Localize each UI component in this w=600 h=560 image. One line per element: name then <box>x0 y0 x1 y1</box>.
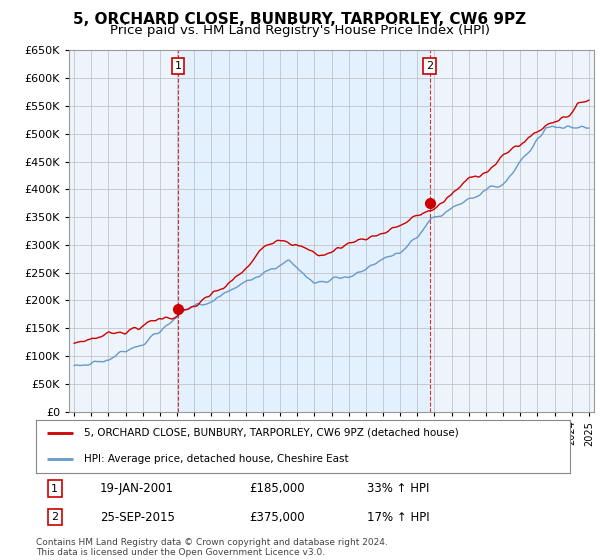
Text: 2: 2 <box>426 61 433 71</box>
Text: HPI: Average price, detached house, Cheshire East: HPI: Average price, detached house, Ches… <box>84 454 349 464</box>
Text: 5, ORCHARD CLOSE, BUNBURY, TARPORLEY, CW6 9PZ: 5, ORCHARD CLOSE, BUNBURY, TARPORLEY, CW… <box>73 12 527 27</box>
Text: Price paid vs. HM Land Registry's House Price Index (HPI): Price paid vs. HM Land Registry's House … <box>110 24 490 37</box>
Text: Contains HM Land Registry data © Crown copyright and database right 2024.
This d: Contains HM Land Registry data © Crown c… <box>36 538 388 557</box>
Text: 1: 1 <box>51 484 58 493</box>
Text: 19-JAN-2001: 19-JAN-2001 <box>100 482 174 495</box>
Text: 5, ORCHARD CLOSE, BUNBURY, TARPORLEY, CW6 9PZ (detached house): 5, ORCHARD CLOSE, BUNBURY, TARPORLEY, CW… <box>84 428 459 438</box>
Text: 25-SEP-2015: 25-SEP-2015 <box>100 511 175 524</box>
Bar <box>178 50 430 412</box>
Text: 33% ↑ HPI: 33% ↑ HPI <box>367 482 430 495</box>
Text: £375,000: £375,000 <box>250 511 305 524</box>
Text: 2: 2 <box>51 512 58 522</box>
Text: £185,000: £185,000 <box>250 482 305 495</box>
Text: 1: 1 <box>175 61 181 71</box>
Text: 17% ↑ HPI: 17% ↑ HPI <box>367 511 430 524</box>
